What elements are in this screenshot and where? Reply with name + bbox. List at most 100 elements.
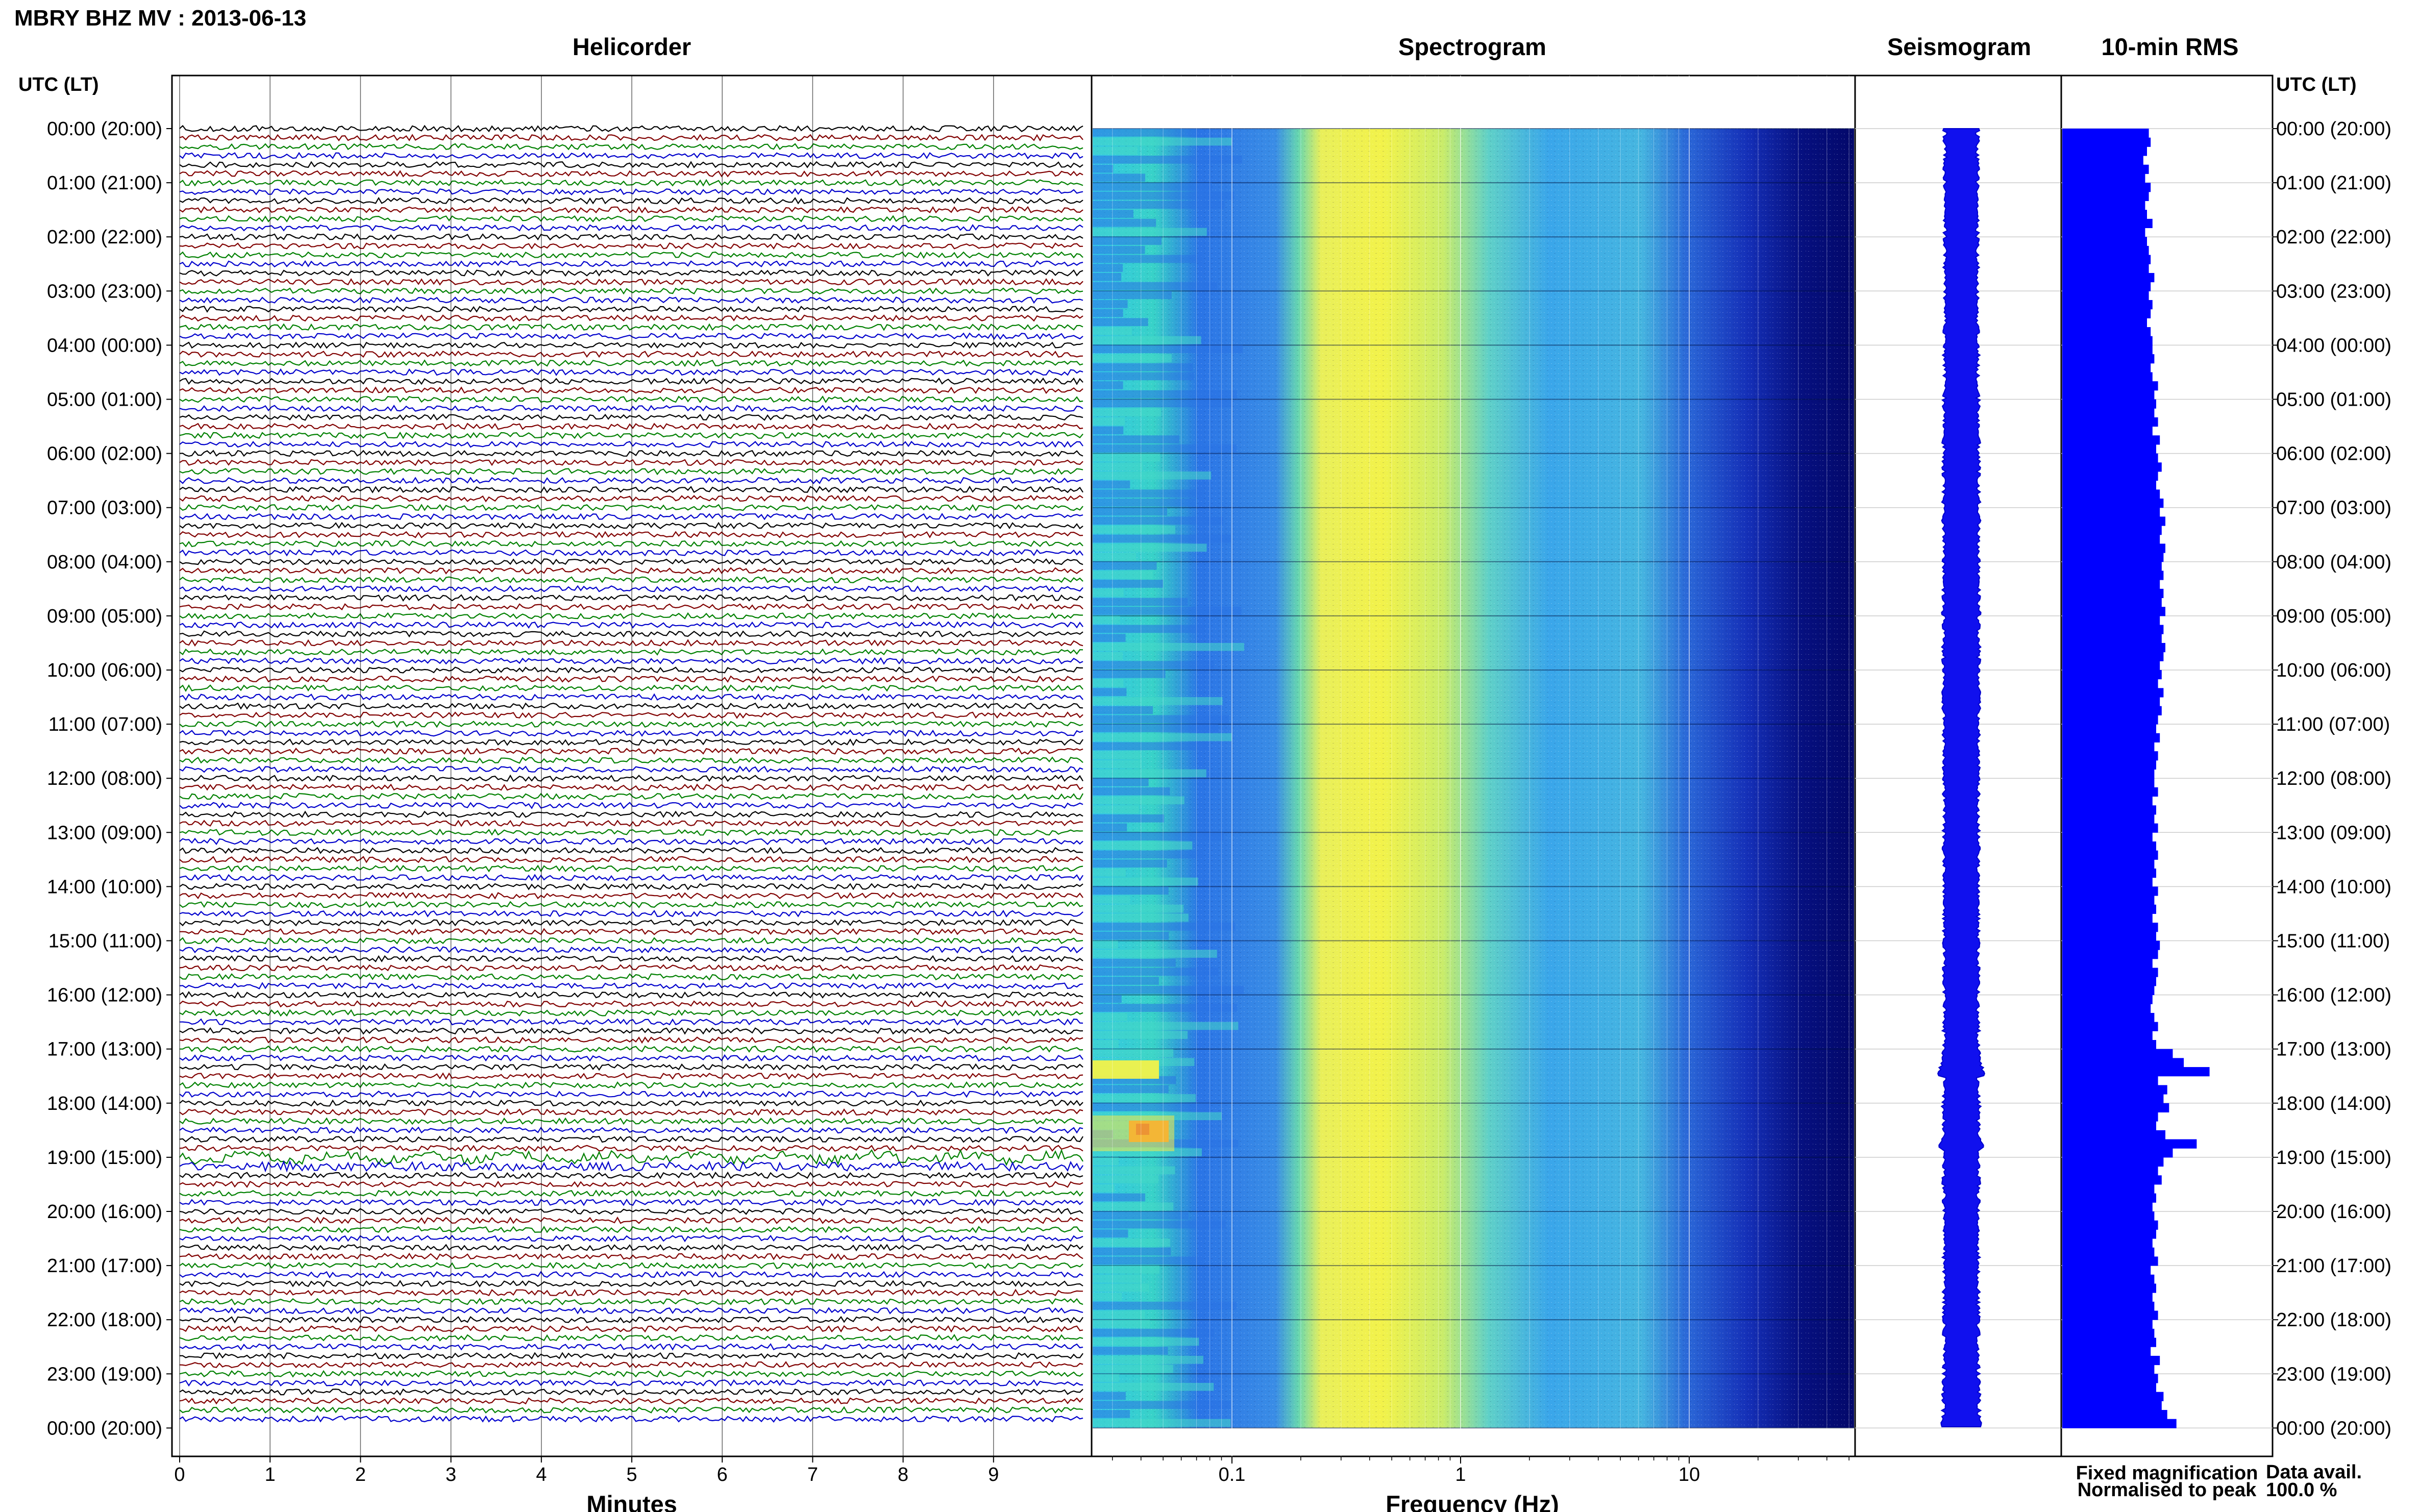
spectrogram-band: [1093, 1301, 1237, 1310]
spectrogram-band: [1093, 823, 1127, 832]
helicorder-trace-line: [179, 585, 1083, 593]
helicorder-trace-line: [179, 359, 1083, 367]
spectrogram-band: [1093, 1211, 1189, 1220]
spectrogram-band: [1093, 390, 1237, 399]
spectrogram-band: [1093, 381, 1123, 389]
spectrogram-band: [1093, 237, 1162, 245]
helicorder-trace-line: [179, 1298, 1083, 1306]
rms-bar: [2062, 598, 2162, 607]
helicorder-trace-line: [179, 206, 1083, 214]
time-label-left: 10:00 (06:00): [47, 660, 162, 681]
legend-fixed-magnification: Fixed magnification: [2076, 1463, 2258, 1484]
spectrogram-band: [1093, 1266, 1159, 1274]
rms-title: 10-min RMS: [2102, 33, 2239, 60]
spectrogram-band: [1093, 137, 1232, 146]
spectrogram-band: [1093, 679, 1124, 687]
helicorder-trace-line: [179, 1135, 1083, 1143]
rms-bar: [2062, 336, 2153, 345]
rms-bar: [2062, 1004, 2151, 1013]
rms-bar: [2062, 1139, 2197, 1149]
time-label-right: 18:00 (14:00): [2276, 1093, 2391, 1114]
time-label-left: 06:00 (02:00): [47, 443, 162, 465]
spectrogram-band: [1093, 1355, 1203, 1364]
rms-bar: [2062, 1012, 2155, 1023]
rms-bar: [2062, 642, 2165, 653]
helicorder-trace-line: [179, 1180, 1083, 1188]
helicorder-trace-line: [179, 1244, 1083, 1252]
spectrogram-band: [1093, 272, 1122, 281]
spectrogram-band: [1093, 1157, 1119, 1166]
helicorder-trace-line: [179, 721, 1083, 728]
helicorder-trace-line: [179, 738, 1083, 747]
spectrogram-band: [1093, 1202, 1174, 1210]
spectrogram-band: [1093, 526, 1176, 534]
rms-bar: [2062, 327, 2151, 337]
time-label-right: 07:00 (03:00): [2276, 498, 2391, 519]
rms-bar: [2062, 218, 2153, 229]
rms-bar: [2062, 408, 2155, 418]
spectrogram-band: [1093, 561, 1157, 570]
helicorder-trace-line: [179, 1009, 1083, 1017]
helicorder-trace-line: [179, 332, 1083, 340]
helicorder-trace-line: [179, 621, 1083, 629]
helicorder-trace-line: [179, 937, 1083, 945]
helicorder-trace-line: [179, 269, 1083, 277]
helicorder-trace-line: [179, 1126, 1083, 1134]
spectrogram-band: [1093, 1365, 1173, 1373]
rms-bar: [2062, 814, 2155, 824]
helicorder-trace-line: [179, 296, 1083, 304]
rms-bar: [2062, 995, 2153, 1004]
rms-bar: [2062, 796, 2153, 806]
spectrogram-band: [1093, 886, 1169, 895]
rms-bar: [2062, 1392, 2164, 1401]
rms-bars: [2062, 129, 2210, 1428]
rms-bar: [2062, 237, 2147, 246]
helicorder-trace-line: [179, 125, 1083, 133]
helicorder-trace-line: [179, 1226, 1083, 1233]
helicorder-trace-line: [179, 1018, 1083, 1026]
spectrogram-band: [1093, 264, 1123, 272]
spectrogram-band: [1093, 1419, 1231, 1427]
time-label-left: 02:00 (22:00): [47, 227, 162, 248]
spectrogram-band: [1093, 715, 1229, 724]
helicorder-trace-line: [179, 783, 1083, 791]
helicorder-trace-line: [179, 188, 1083, 195]
spectrogram-band: [1093, 228, 1207, 236]
spectrogram-band: [1093, 471, 1212, 480]
time-label-right: 01:00 (21:00): [2276, 172, 2391, 194]
spectrogram-band: [1093, 1220, 1226, 1229]
time-label-right: 21:00 (17:00): [2276, 1255, 2391, 1277]
spectrogram-band: [1093, 940, 1118, 949]
helicorder-trace-line: [179, 982, 1083, 989]
time-label-left: 20:00 (16:00): [47, 1201, 162, 1223]
spectrogram-band: [1093, 462, 1143, 470]
spectrogram-band: [1093, 652, 1123, 660]
helicorder-trace-line: [179, 1361, 1083, 1369]
helicorder-trace-line: [179, 955, 1083, 962]
rms-bar: [2062, 137, 2151, 147]
helicorder-trace-line: [179, 630, 1083, 638]
helicorder-trace-line: [179, 1307, 1083, 1315]
spectrogram-band: [1093, 968, 1218, 976]
time-label-right: 06:00 (02:00): [2276, 443, 2391, 465]
time-label-left: 13:00 (09:00): [47, 822, 162, 844]
rms-bar: [2062, 1328, 2155, 1339]
rms-bar: [2062, 1094, 2164, 1104]
rms-bar: [2062, 1193, 2156, 1203]
time-label-right: 12:00 (08:00): [2276, 768, 2391, 789]
time-label-right: 02:00 (22:00): [2276, 227, 2391, 248]
helicorder-trace-line: [179, 901, 1083, 908]
rms-bar: [2062, 896, 2155, 905]
helicorder-trace-line: [179, 485, 1083, 493]
time-label-left: 17:00 (13:00): [47, 1039, 162, 1060]
helicorder-trace-line: [179, 1316, 1083, 1324]
spectrogram-band: [1093, 1320, 1150, 1328]
page-title: MBRY BHZ MV : 2013-06-13: [14, 6, 306, 31]
spectrogram-band: [1093, 1022, 1239, 1030]
spectrogram-band: [1093, 977, 1159, 985]
rms-bar: [2062, 435, 2160, 445]
spectrogram-band: [1093, 995, 1122, 1003]
helicorder-trace-line: [179, 260, 1083, 268]
helicorder-trace-line: [179, 368, 1083, 376]
rms-bar: [2062, 850, 2158, 860]
